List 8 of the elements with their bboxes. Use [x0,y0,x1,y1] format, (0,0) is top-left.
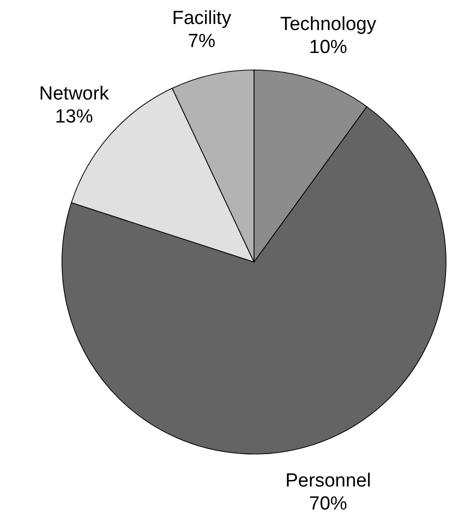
slice-label: Network [39,83,110,104]
slice-label: Technology [280,14,377,35]
slice-label: Facility [172,8,232,29]
data-label: 10% [309,36,348,58]
data-label: 7% [188,30,216,52]
data-label: 13% [54,106,94,128]
data-label: 70% [309,493,348,514]
slice-label: Personnel [285,470,371,492]
